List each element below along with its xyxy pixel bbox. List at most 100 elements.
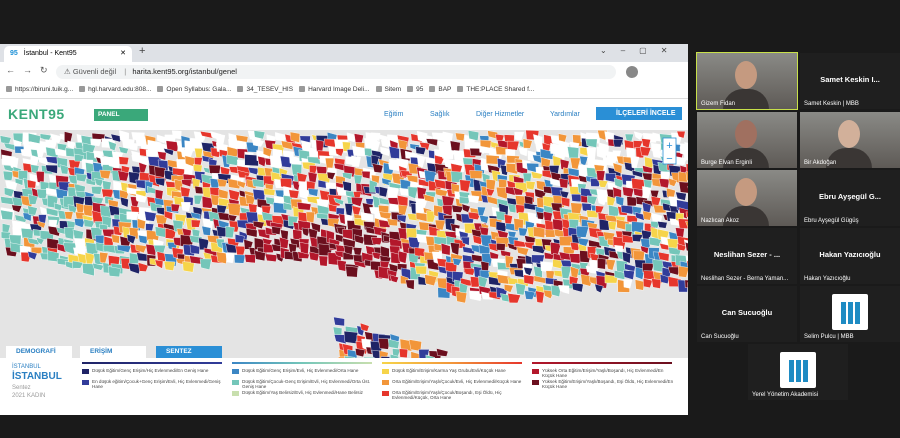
- district: [234, 254, 246, 264]
- legend-label: Düşük Eğitim/Yaş Belirsiz/Evli, Hiç Evle…: [242, 390, 363, 395]
- district: [264, 253, 278, 262]
- district: [371, 349, 382, 358]
- bookmark[interactable]: Sitem: [376, 82, 402, 98]
- district: [398, 204, 408, 216]
- district: [586, 209, 599, 218]
- district: [685, 171, 688, 181]
- district: [598, 179, 609, 188]
- district: [597, 195, 607, 206]
- district: [119, 196, 129, 208]
- tab-close[interactable]: ✕: [120, 50, 126, 57]
- nav-item[interactable]: Yardımlar: [550, 111, 580, 118]
- legend-label: Yüksek Orta Eğitim/Erişim/Yaşlı/Boşandı,…: [542, 368, 664, 379]
- district: [513, 239, 528, 248]
- district: [472, 235, 484, 245]
- nav-item[interactable]: İLÇELERİ İNCELE: [596, 107, 682, 120]
- district: [441, 147, 454, 160]
- participant-name: Gizem Fidan: [701, 101, 736, 107]
- district: [686, 260, 688, 267]
- district: [587, 195, 598, 206]
- district: [75, 173, 88, 183]
- profile[interactable]: [626, 66, 638, 78]
- district: [355, 348, 366, 358]
- district: [271, 226, 281, 235]
- nav-item[interactable]: Eğitim: [384, 111, 404, 118]
- new-tab[interactable]: +: [139, 45, 146, 57]
- district: [524, 290, 536, 300]
- district: [387, 338, 400, 349]
- district: [225, 252, 235, 264]
- map-tab[interactable]: DEMOGRAFİ: [6, 346, 72, 358]
- district: [163, 148, 174, 156]
- nav-item[interactable]: Diğer Hizmetler: [476, 111, 525, 118]
- omnibox[interactable]: ⚠ Güvenli değil | harita.kent95.org/ista…: [56, 65, 616, 79]
- bookmark[interactable]: Harvard Image Deli...: [299, 82, 369, 98]
- bookmark[interactable]: Open Syllabus: Gala...: [157, 82, 231, 98]
- district: [588, 239, 602, 249]
- legend-label: Yüksek Eğitim/Erişim/Yaşlı/Boşandı, Eşi …: [542, 379, 674, 390]
- participant-tile: Gizem Fidan: [696, 52, 798, 110]
- district: [190, 219, 201, 228]
- district: [558, 236, 573, 246]
- district: [469, 170, 483, 179]
- district: [415, 146, 427, 155]
- district: [333, 316, 345, 327]
- district: [642, 165, 653, 174]
- district: [22, 212, 32, 222]
- district: [46, 187, 60, 197]
- district: [543, 289, 554, 299]
- district: [580, 195, 590, 204]
- district: [107, 266, 121, 278]
- nav-item[interactable]: Sağlık: [430, 111, 450, 118]
- district: [503, 284, 514, 293]
- legend-bar: [82, 362, 222, 364]
- legend-swatch: [532, 380, 539, 385]
- district: [90, 138, 102, 147]
- bookmark[interactable]: https://biruni.tuik.g...: [6, 82, 73, 98]
- district: [576, 225, 589, 238]
- district: [631, 234, 644, 242]
- district: [45, 156, 60, 165]
- district: [118, 156, 130, 165]
- district: [27, 237, 41, 246]
- district: [423, 194, 435, 203]
- district: [397, 195, 409, 208]
- district: [333, 197, 344, 206]
- district: [342, 180, 352, 192]
- bookmark[interactable]: 34_TESEV_HIS: [237, 82, 293, 98]
- district: [560, 266, 572, 279]
- district: [318, 255, 328, 267]
- nav-buttons[interactable]: ←→↻: [6, 65, 56, 75]
- district: [658, 178, 670, 189]
- bookmark[interactable]: BAP: [429, 82, 451, 98]
- participant-big-name: Neslihan Sezer - ...: [713, 250, 781, 259]
- district: [683, 148, 688, 161]
- map-tab[interactable]: SENTEZ: [156, 346, 222, 358]
- district: [417, 276, 427, 286]
- bookmark[interactable]: hgl.harvard.edu:808...: [79, 82, 151, 98]
- district: [469, 290, 483, 302]
- district: [657, 251, 670, 262]
- logo[interactable]: KENT95: [8, 106, 65, 122]
- bookmark[interactable]: THE:PLACE Shared f...: [457, 82, 534, 98]
- participant-name: Burge Elvan Erginli: [701, 160, 753, 166]
- district: [140, 156, 150, 166]
- zoom-out[interactable]: −: [666, 153, 672, 165]
- district: [523, 202, 538, 211]
- district: [676, 130, 686, 139]
- district: [370, 139, 381, 152]
- district: [463, 267, 476, 276]
- participant-tile: Ebru Ayşegül G... Ebru Ayşegül Gügüş: [800, 170, 900, 226]
- district: [2, 170, 14, 181]
- window-controls[interactable]: ⌄–▢✕: [600, 46, 682, 55]
- district: [459, 282, 469, 294]
- panel-button[interactable]: PANEL: [94, 109, 148, 121]
- map-tab[interactable]: ERİŞİM: [80, 346, 146, 358]
- tab[interactable]: 95 İstanbul - Kent95 ✕: [4, 46, 132, 62]
- zoom-in[interactable]: +: [666, 140, 672, 152]
- district: [372, 163, 384, 174]
- bookmark[interactable]: 95: [407, 82, 423, 98]
- district: [378, 197, 390, 205]
- district: [678, 181, 688, 194]
- district: [156, 134, 167, 144]
